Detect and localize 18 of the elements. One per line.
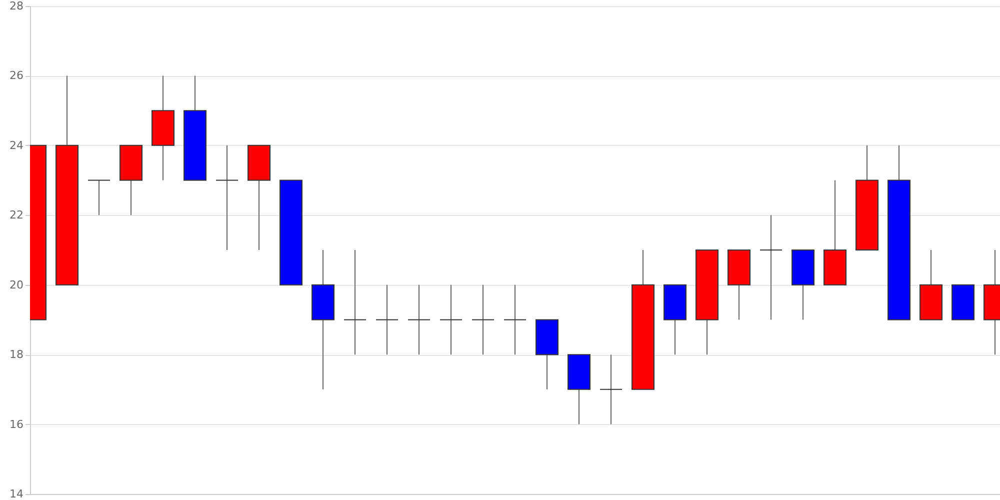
y-tick-label: 16 <box>10 418 24 431</box>
candlestick <box>216 144 238 250</box>
candlestick <box>344 250 366 356</box>
candlestick <box>472 284 494 356</box>
y-tick-label: 22 <box>10 208 24 222</box>
candlestick <box>408 284 430 356</box>
candlestick <box>760 214 782 320</box>
y-tick-label: 24 <box>10 138 24 152</box>
candlestick <box>600 354 622 425</box>
y-tick-label: 18 <box>10 348 24 362</box>
candlestick <box>504 284 526 356</box>
y-tick-label: 28 <box>10 0 24 12</box>
candlestick <box>88 180 110 216</box>
candlestick <box>440 284 462 356</box>
y-tick-label: 14 <box>10 488 24 500</box>
candlestick <box>376 284 398 356</box>
y-tick-label: 26 <box>10 69 24 82</box>
y-tick-label: 20 <box>10 278 24 292</box>
